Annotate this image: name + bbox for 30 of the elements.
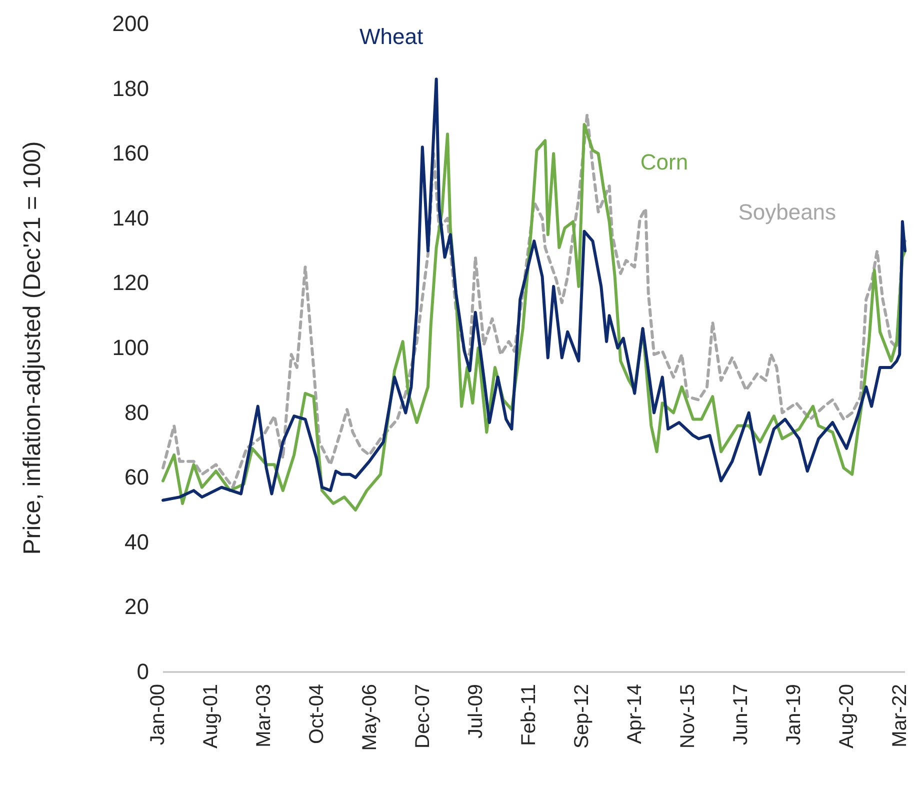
y-tick-label: 40 <box>124 529 149 554</box>
y-tick-label: 100 <box>112 335 149 360</box>
x-tick-label: Jan-00 <box>147 684 169 746</box>
x-tick-label: Aug-01 <box>200 684 222 748</box>
x-tick-label: Oct-04 <box>306 684 328 744</box>
y-axis-title: Price, inflation-adjusted (Dec'21 = 100) <box>19 141 46 555</box>
x-tick-label: Feb-11 <box>518 684 540 746</box>
y-tick-label: 140 <box>112 205 149 230</box>
y-tick-label: 180 <box>112 76 149 101</box>
y-tick-label: 60 <box>124 464 149 490</box>
x-tick-label: Apr-14 <box>624 684 646 744</box>
x-tick-label: Jan-19 <box>783 684 806 746</box>
x-tick-label: Nov-15 <box>677 684 700 748</box>
y-tick-label: 80 <box>124 400 149 425</box>
series-label: Wheat <box>360 24 424 50</box>
x-tick-label: Mar-03 <box>252 684 275 748</box>
y-tick-label: 120 <box>112 270 149 296</box>
y-tick-label: 20 <box>124 594 149 620</box>
x-tick-label: Dec-07 <box>412 684 434 748</box>
series-label: Corn <box>640 149 688 174</box>
x-tick-label: Jun-17 <box>730 684 752 746</box>
x-tick-label: Mar-22 <box>889 684 911 748</box>
y-tick-label: 200 <box>112 11 149 36</box>
text: Soybeans <box>738 200 836 225</box>
x-tick-label: Aug-20 <box>836 684 858 748</box>
x-tick-label: Sep-12 <box>571 684 594 748</box>
x-tick-label: May-06 <box>358 684 381 751</box>
y-tick-label: 0 <box>136 659 149 684</box>
y-tick-label: 160 <box>112 140 149 166</box>
x-tick-label: Jul-09 <box>464 684 487 738</box>
